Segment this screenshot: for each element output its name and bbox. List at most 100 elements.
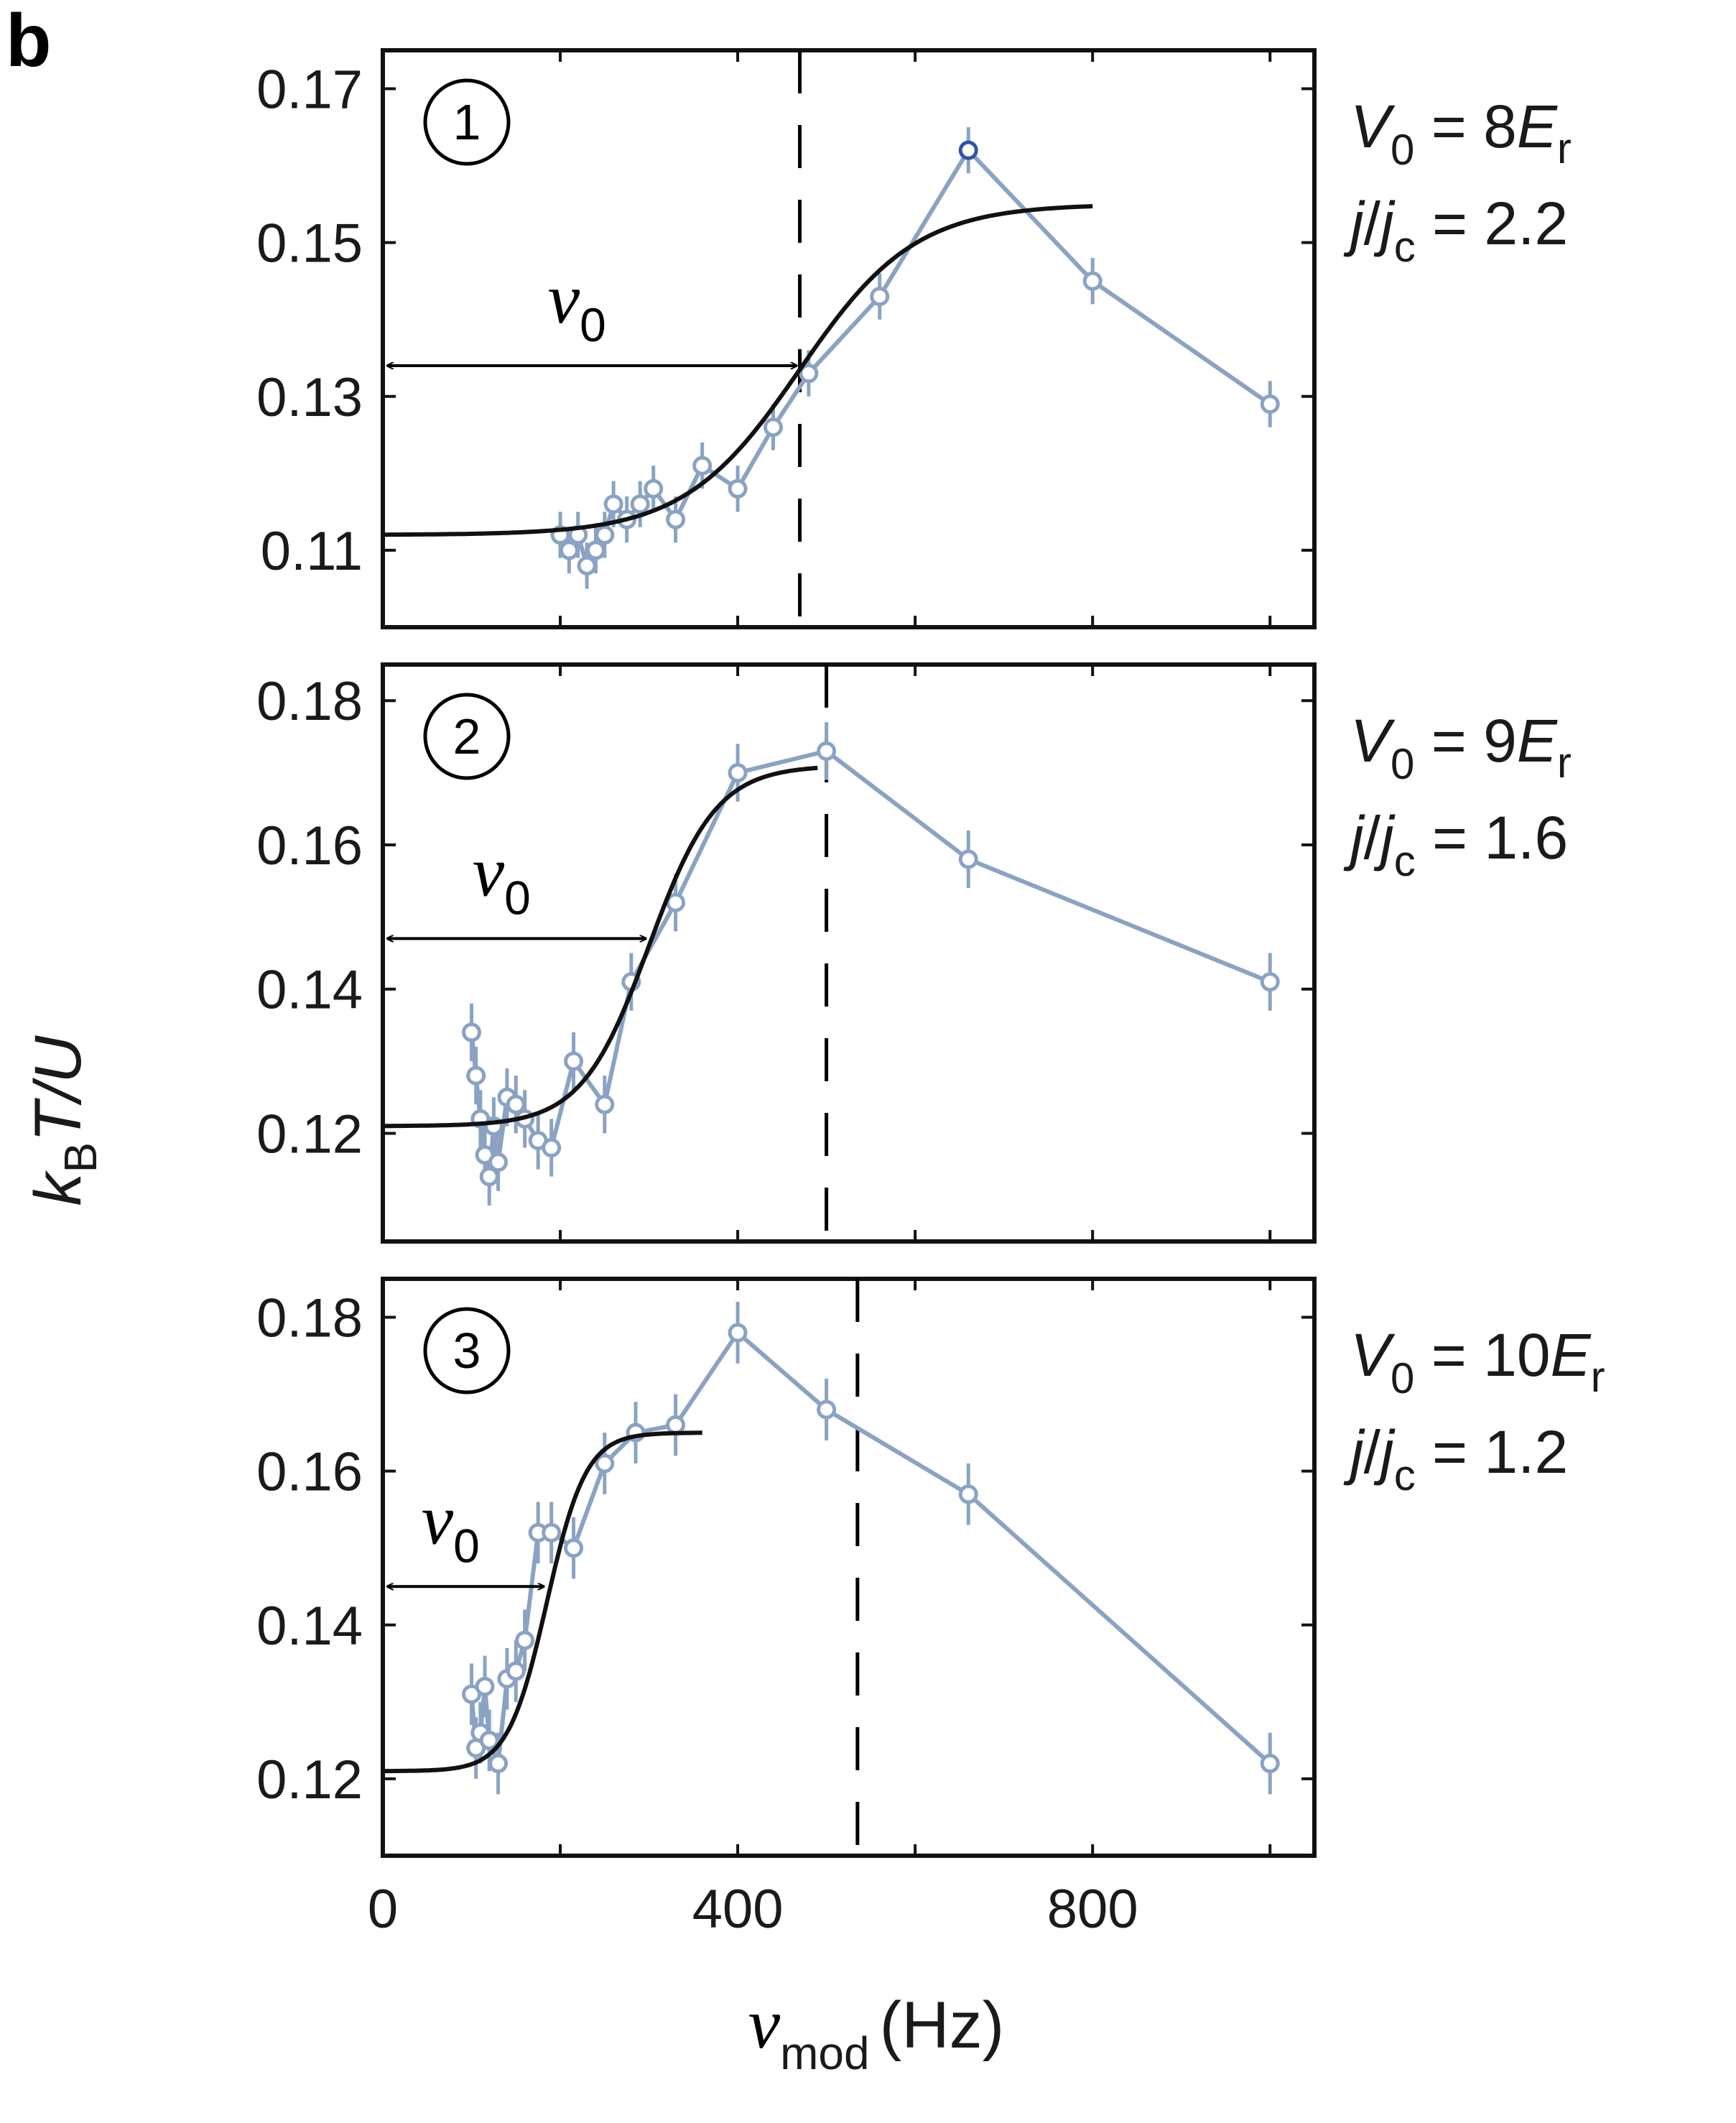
- y-tick-label: 0.17: [256, 60, 363, 121]
- v0-E: E: [1517, 707, 1558, 774]
- panel-letter: b: [6, 0, 52, 83]
- data-line: [469, 1329, 1272, 1765]
- x-axis-label: νmod (Hz): [748, 1984, 1005, 2079]
- data-point: [603, 494, 623, 514]
- nu0-label: ν0: [422, 1479, 480, 1572]
- data-point: [1082, 271, 1103, 291]
- data-point: [1260, 972, 1280, 992]
- v0-annotation: V0 = 8Er: [1350, 93, 1572, 174]
- nu0-label: ν0: [548, 259, 606, 351]
- y-tick-label: 0.18: [256, 671, 363, 732]
- data-point: [666, 892, 686, 912]
- data-point: [595, 1453, 615, 1474]
- v0-V: V: [1350, 707, 1396, 774]
- data-point: [506, 1094, 526, 1114]
- data-point: [728, 478, 748, 499]
- plot-frame: [381, 1277, 1317, 1858]
- panel-number-circle: [423, 693, 511, 780]
- data-point: [488, 1754, 509, 1774]
- j-slash: /: [1364, 804, 1381, 871]
- y-axis-label: kBT/U: [22, 1035, 106, 1206]
- data-point: [564, 1051, 584, 1071]
- j-num: j: [1343, 190, 1365, 257]
- v0-Esub: r: [1557, 124, 1572, 172]
- panel-number: 2: [453, 708, 481, 764]
- data-point: [462, 1022, 482, 1042]
- plot-frame: [381, 48, 1317, 629]
- data-point: [479, 1730, 499, 1750]
- j-csub: c: [1394, 837, 1416, 885]
- y-axis-label-rest: T/U: [22, 1035, 95, 1142]
- v0-mid: = 10: [1414, 1321, 1550, 1389]
- j-num: j: [1343, 804, 1365, 871]
- y-tick-label: 0.13: [256, 367, 363, 428]
- data-point: [595, 1094, 615, 1114]
- data-point: [870, 287, 890, 307]
- data-point: [630, 494, 650, 514]
- data-point: [1260, 394, 1280, 415]
- y-tick-label: 0.18: [256, 1288, 363, 1349]
- data-point: [958, 140, 978, 160]
- y-tick-label: 0.11: [261, 521, 363, 582]
- data-point: [475, 1676, 495, 1696]
- y-axis-label-text: kBT/U: [22, 1035, 106, 1206]
- data-point: [763, 417, 784, 438]
- j-val: = 1.2: [1416, 1418, 1569, 1486]
- panel-number-circle: [423, 78, 511, 166]
- v0-E: E: [1517, 93, 1558, 160]
- j-slash: /: [1364, 190, 1381, 257]
- v0-Esub: r: [1557, 739, 1572, 787]
- data-point: [666, 1415, 686, 1435]
- data-point: [585, 540, 605, 560]
- data-point: [817, 1400, 837, 1420]
- data-point: [564, 1538, 584, 1558]
- j-slash: /: [1364, 1418, 1381, 1486]
- data-point: [644, 478, 664, 499]
- data-point: [728, 763, 748, 783]
- y-tick-label: 0.16: [256, 1442, 363, 1503]
- x-axis-label-nu: ν: [748, 1984, 781, 2063]
- fit-curve: [383, 765, 818, 1129]
- data-point: [1260, 1754, 1280, 1774]
- v0-mid: = 8: [1414, 93, 1516, 160]
- data-point: [479, 1167, 499, 1187]
- j-ratio-annotation: j/jc = 1.2: [1343, 1418, 1568, 1499]
- nu0-label: ν0: [473, 831, 531, 924]
- data-point: [728, 1323, 748, 1343]
- v0-sub: 0: [1391, 1354, 1414, 1402]
- x-axis-label-unit: (Hz): [880, 1989, 1005, 2062]
- v0-V: V: [1350, 1321, 1396, 1389]
- y-tick-label: 0.15: [256, 213, 363, 274]
- data-point: [466, 1065, 486, 1086]
- v0-annotation: V0 = 9Er: [1350, 707, 1572, 788]
- x-tick-label: 400: [692, 1879, 784, 1940]
- y-tick-label: 0.14: [256, 960, 363, 1021]
- nu0-label-nu: ν: [473, 831, 505, 911]
- j-val: = 2.2: [1416, 190, 1569, 257]
- v0-Esub: r: [1591, 1353, 1605, 1401]
- data-point: [799, 364, 819, 384]
- data-point: [958, 849, 978, 869]
- x-tick-label: 0: [368, 1879, 398, 1940]
- j-csub: c: [1394, 223, 1416, 271]
- data-point: [542, 1522, 562, 1542]
- y-axis-label-k: k: [22, 1170, 95, 1206]
- data-point: [515, 1630, 535, 1650]
- nu0-label-sub: 0: [504, 871, 531, 924]
- v0-sub: 0: [1391, 740, 1414, 788]
- v0-annotation: V0 = 10Er: [1350, 1321, 1605, 1402]
- panel-number: 3: [453, 1323, 481, 1379]
- data-point: [542, 1138, 562, 1158]
- fit-curve: [383, 1430, 702, 1774]
- data-point: [692, 455, 712, 476]
- nu0-label-nu: ν: [422, 1479, 454, 1559]
- y-tick-label: 0.12: [256, 1749, 363, 1810]
- j-num: j: [1343, 1418, 1365, 1486]
- data-point: [559, 540, 579, 560]
- data-point: [958, 1484, 978, 1504]
- x-axis-label-mod: mod: [780, 2027, 870, 2079]
- v0-sub: 0: [1391, 126, 1414, 174]
- data-point: [577, 555, 597, 575]
